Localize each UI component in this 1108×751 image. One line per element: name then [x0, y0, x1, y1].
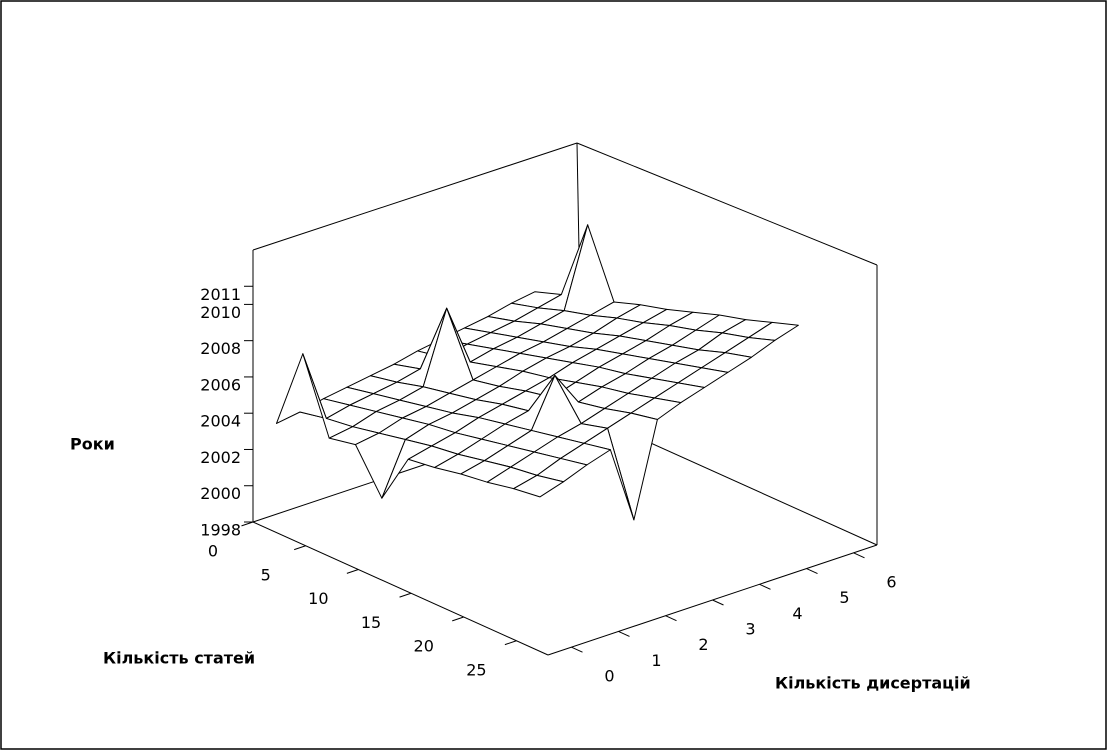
z-tick-label: 2000	[200, 484, 241, 503]
z-tick-label: 1998	[200, 521, 241, 540]
z-tick-label: 2008	[200, 339, 241, 358]
z-tick-label: 2010	[200, 303, 241, 322]
y-tick-label: 6	[886, 572, 896, 591]
box-edge	[576, 142, 878, 266]
y-tick	[571, 646, 583, 653]
x-tick-label: 10	[308, 589, 328, 608]
x-tick	[346, 569, 359, 574]
x-tick	[294, 545, 306, 551]
surface-cell	[513, 474, 564, 498]
y-tick	[853, 552, 865, 559]
x-tick-label: 25	[466, 660, 486, 679]
y-axis-label: Кількість дисертацій	[775, 674, 971, 693]
z-tick-label: 2011	[200, 285, 241, 304]
y-tick-label: 1	[651, 651, 661, 670]
y-tick-label: 5	[839, 588, 849, 607]
y-tick	[618, 630, 630, 637]
x-tick	[504, 640, 517, 646]
x-tick	[452, 616, 464, 622]
x-tick-label: 0	[208, 542, 218, 561]
x-tick-label: 5	[261, 565, 271, 584]
y-tick-label: 3	[745, 620, 755, 639]
y-tick-label: 4	[792, 604, 802, 623]
x-tick	[241, 521, 254, 527]
box-edge	[252, 521, 549, 656]
x-tick-label: 20	[414, 637, 434, 656]
x-axis-label: Кількість статей	[103, 649, 255, 668]
y-tick	[806, 568, 818, 575]
box-edge	[252, 142, 578, 251]
y-tick-label: 0	[604, 667, 614, 686]
y-tick	[712, 599, 724, 606]
z-tick-label: 2006	[200, 375, 241, 394]
y-tick-label: 2	[698, 635, 708, 654]
x-tick	[399, 592, 412, 598]
y-tick	[759, 583, 771, 590]
z-tick-label: 2004	[200, 412, 241, 431]
z-tick-label: 2002	[200, 448, 241, 467]
x-tick-label: 15	[361, 613, 381, 632]
y-tick	[665, 615, 677, 622]
z-axis-label: Роки	[70, 435, 115, 454]
